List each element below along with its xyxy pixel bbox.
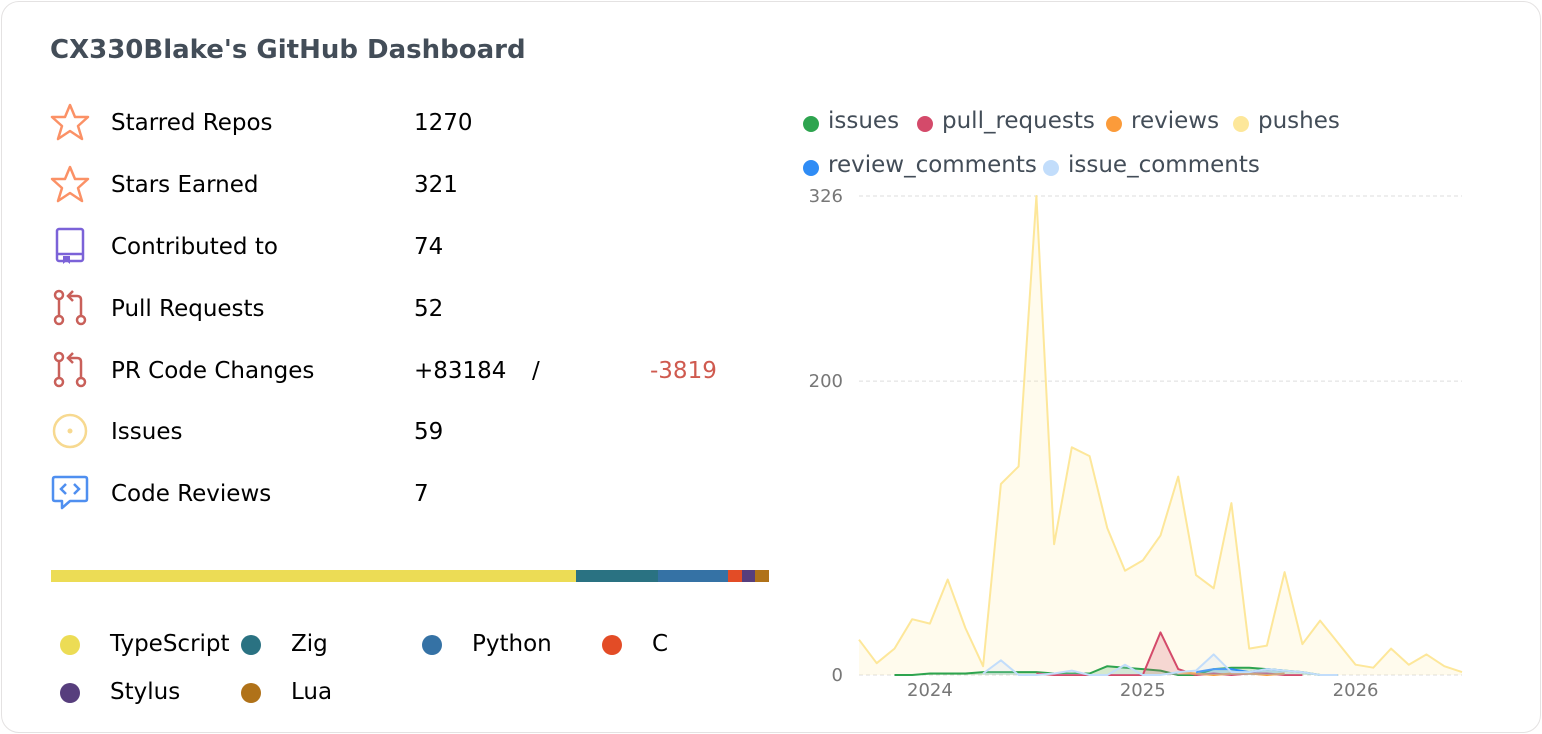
stat-value: 7 xyxy=(414,481,429,507)
repo-icon xyxy=(55,227,85,264)
y-tick-label: 200 xyxy=(809,371,843,392)
stat-value: 74 xyxy=(414,234,444,260)
language-name: C xyxy=(652,631,669,657)
stat-pr-code-changes: PR Code Changes +83184 / -3819 xyxy=(50,350,770,390)
language-bar xyxy=(51,570,769,582)
language-segment-typescript xyxy=(51,570,576,582)
legend-label: reviews xyxy=(1131,108,1220,134)
legend-dot xyxy=(803,116,819,132)
legend-dot xyxy=(1233,116,1249,132)
stat-contributed-to: Contributed to 74 xyxy=(50,226,770,266)
legend-label: issues xyxy=(828,108,900,134)
star-icon xyxy=(50,103,90,141)
x-tick-label: 2025 xyxy=(1120,680,1166,701)
series-line-pushes xyxy=(858,195,1463,674)
pull-request-icon xyxy=(53,289,87,326)
stat-label: PR Code Changes xyxy=(111,358,315,384)
code-review-icon xyxy=(51,475,89,510)
language-dot xyxy=(241,635,261,655)
legend-label: pull_requests xyxy=(942,108,1095,134)
stat-label: Starred Repos xyxy=(111,110,273,136)
language-segment-python xyxy=(658,570,729,582)
language-dot xyxy=(60,635,80,655)
legend-label: issue_comments xyxy=(1068,152,1260,178)
language-name: Python xyxy=(472,631,552,657)
language-name: Lua xyxy=(291,679,333,705)
deletions-value: -3819 xyxy=(650,358,717,384)
stat-label: Code Reviews xyxy=(111,481,272,507)
language-name: Stylus xyxy=(110,679,181,705)
pull-request-icon xyxy=(53,351,87,388)
series-line-reviews xyxy=(1178,671,1285,676)
language-segment-lua xyxy=(755,570,769,582)
stat-pull-requests: Pull Requests 52 xyxy=(50,288,770,328)
legend-label: review_comments xyxy=(828,152,1037,178)
language-dot xyxy=(602,635,622,655)
additions-value: +83184 xyxy=(414,358,507,384)
language-segment-c xyxy=(728,570,743,582)
stat-value: 1270 xyxy=(414,110,473,136)
series-area-pull-requests xyxy=(1036,632,1303,675)
x-tick-label: 2026 xyxy=(1333,680,1379,701)
language-dot xyxy=(422,635,442,655)
issue-icon xyxy=(52,413,88,449)
stat-code-reviews: Code Reviews 7 xyxy=(50,473,770,513)
y-tick-label: 0 xyxy=(832,665,843,686)
star-icon xyxy=(50,165,90,203)
legend-dot xyxy=(1106,116,1122,132)
language-segment-zig xyxy=(575,570,659,582)
language-name: TypeScript xyxy=(110,631,230,657)
legend-label: pushes xyxy=(1258,108,1340,134)
stat-stars-earned: Stars Earned 321 xyxy=(50,164,770,204)
series-line-issue-comments xyxy=(982,653,1338,676)
stat-starred-repos: Starred Repos 1270 xyxy=(50,102,770,142)
activity-chart: 0 200 326 2024 2025 2026 xyxy=(809,186,1463,701)
x-tick-label: 2024 xyxy=(907,680,953,701)
stat-label: Issues xyxy=(111,419,183,445)
stat-label: Contributed to xyxy=(111,234,278,260)
stat-value: 52 xyxy=(414,296,444,322)
legend-dot xyxy=(803,160,819,176)
y-tick-label: 326 xyxy=(809,186,843,207)
language-dot xyxy=(241,683,261,703)
series-area-pushes xyxy=(859,196,1462,675)
stat-issues: Issues 59 xyxy=(50,411,770,451)
legend-dot xyxy=(917,116,933,132)
legend-dot xyxy=(1043,160,1059,176)
language-dot xyxy=(60,683,80,703)
stat-label: Pull Requests xyxy=(111,296,265,322)
separator: / xyxy=(532,358,540,384)
stat-label: Stars Earned xyxy=(111,172,259,198)
stat-value: 59 xyxy=(414,419,444,445)
language-name: Zig xyxy=(291,631,328,657)
stat-value: 321 xyxy=(414,172,458,198)
language-segment-stylus xyxy=(742,570,756,582)
page-title: CX330Blake's GitHub Dashboard xyxy=(50,35,526,65)
